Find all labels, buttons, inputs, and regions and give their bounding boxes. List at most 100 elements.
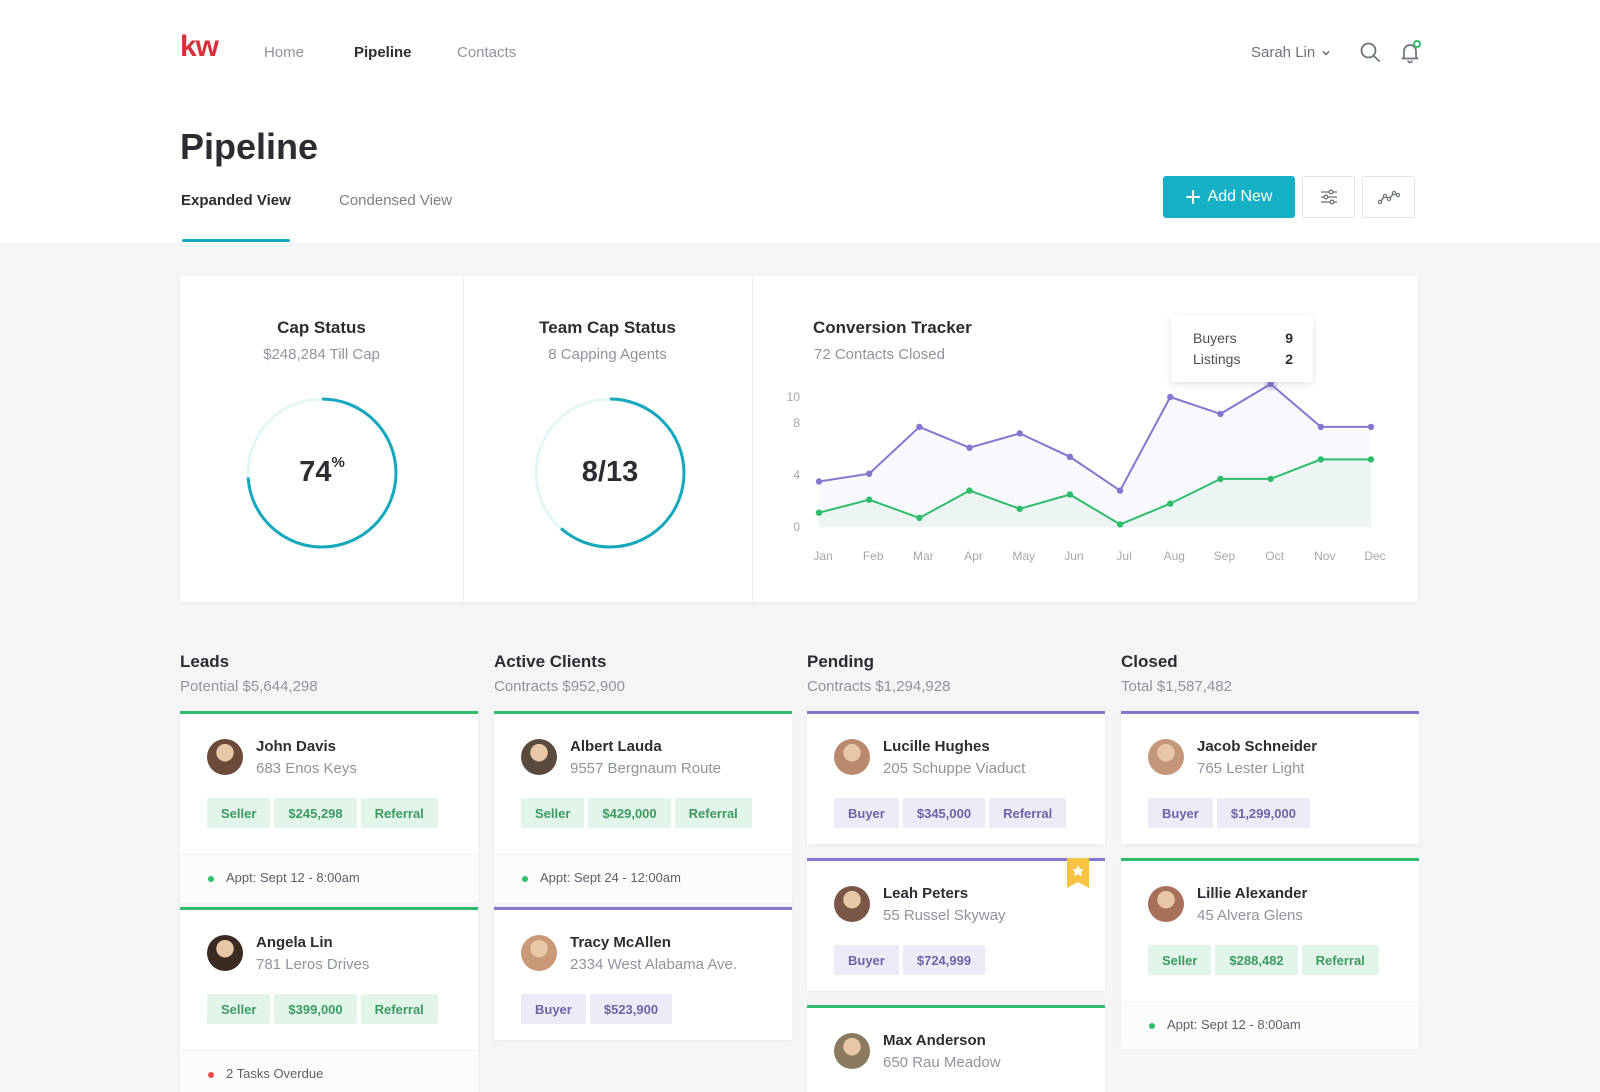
avatar[interactable] — [207, 935, 243, 971]
contact-name[interactable]: Lillie Alexander — [1197, 885, 1308, 902]
cap-status-subtitle: $248,284 Till Cap — [263, 346, 380, 363]
contact-card[interactable]: Lucille Hughes 205 Schuppe Viaduct Buyer $3… — [807, 711, 1105, 844]
contact-name[interactable]: Angela Lin — [256, 934, 333, 951]
cap-percent: 74 — [299, 456, 332, 488]
contact-address: 683 Enos Keys — [256, 760, 357, 777]
contact-card[interactable]: Max Anderson 650 Rau Meadow — [807, 1005, 1105, 1092]
buyers-point — [1066, 453, 1074, 460]
avatar[interactable] — [521, 739, 557, 775]
tag: Buyer — [1148, 798, 1213, 828]
avatar[interactable] — [834, 1033, 870, 1069]
contact-card[interactable]: Lillie Alexander 45 Alvera Glens Seller $28… — [1121, 858, 1419, 1049]
avatar[interactable] — [834, 886, 870, 922]
tooltip-listings-label: Listings — [1193, 351, 1241, 367]
buyers-point — [1116, 487, 1124, 494]
tag-list: Buyer $523,900 — [521, 994, 673, 1024]
buyers-point — [1317, 423, 1325, 431]
card-footer: Appt: Sept 12 - 8:00am — [180, 854, 478, 902]
conversion-tracker-subtitle: 72 Contacts Closed — [814, 346, 945, 363]
tag: Buyer — [834, 798, 899, 828]
x-tick-label: Dec — [1364, 549, 1385, 563]
tag: $399,000 — [274, 994, 357, 1024]
buyers-area — [819, 384, 1371, 527]
buyers-point — [966, 444, 973, 451]
tag: $345,000 — [902, 798, 986, 828]
tag: $429,000 — [588, 798, 671, 828]
contact-card[interactable]: Jacob Schneider 765 Lester Light Buyer $1,2… — [1121, 711, 1419, 844]
notification-dot — [1413, 40, 1421, 48]
listings-point — [1217, 475, 1224, 483]
tag: Referral — [989, 798, 1067, 828]
tag-list: Buyer $345,000 Referral — [834, 798, 1067, 828]
bell-icon[interactable] — [1398, 40, 1422, 64]
avatar[interactable] — [834, 739, 870, 775]
tag: Seller — [1148, 945, 1212, 975]
listings-point — [1317, 456, 1325, 463]
column-title: Active Clients — [494, 652, 607, 671]
search-icon[interactable] — [1358, 40, 1382, 64]
contact-card[interactable]: Tracy McAllen 2334 West Alabama Ave. Buyer… — [494, 907, 792, 1040]
contact-card[interactable]: Leah Peters 55 Russel Skyway Buyer $724,999 — [807, 858, 1105, 991]
contact-name[interactable]: Jacob Schneider — [1197, 738, 1318, 755]
buyers-point — [815, 478, 823, 485]
plus-icon — [1185, 190, 1200, 204]
x-tick-label: Feb — [863, 549, 884, 563]
nav-pipeline[interactable]: Pipeline — [354, 44, 412, 61]
line-chart-icon — [1377, 190, 1400, 205]
contact-name[interactable]: Tracy McAllen — [570, 934, 671, 951]
card-footer: 2 Tasks Overdue — [180, 1050, 478, 1092]
cap-status-ring — [246, 397, 398, 549]
contact-name[interactable]: Leah Peters — [883, 885, 969, 902]
listings-point — [1016, 505, 1023, 512]
buyers-point — [916, 423, 923, 431]
user-menu[interactable]: Sarah Lin — [1251, 44, 1331, 61]
buyers-point — [1367, 423, 1375, 431]
contact-address: 9557 Bergnaum Route — [570, 760, 721, 777]
listings-point — [865, 496, 873, 503]
x-tick-label: Aug — [1164, 549, 1185, 563]
analytics-button[interactable] — [1362, 176, 1415, 218]
tab-expanded-view[interactable]: Expanded View — [181, 192, 291, 209]
listings-point — [815, 509, 823, 516]
avatar[interactable] — [1148, 886, 1184, 922]
avatar[interactable] — [207, 739, 243, 775]
cap-percent-unit: % — [331, 454, 345, 471]
contact-address: 765 Lester Light — [1197, 760, 1305, 777]
tooltip-buyers-value: 9 — [1285, 330, 1293, 346]
tag: Referral — [674, 798, 752, 828]
tag: Referral — [360, 994, 438, 1024]
buyers-point — [1267, 380, 1274, 388]
card-footer: Appt: Sept 24 - 12:00am — [494, 854, 792, 902]
kw-logo[interactable]: kw — [180, 30, 219, 63]
contact-name[interactable]: Lucille Hughes — [883, 738, 990, 755]
add-new-button[interactable]: Add New — [1163, 176, 1295, 218]
nav-contacts[interactable]: Contacts — [457, 44, 517, 61]
tag: Seller — [207, 798, 271, 828]
x-tick-label: Apr — [964, 549, 983, 563]
contact-card[interactable]: Angela Lin 781 Leros Drives Seller $399,000… — [180, 907, 478, 1092]
star-bookmark-icon[interactable] — [1067, 858, 1089, 888]
contact-name[interactable]: John Davis — [256, 738, 337, 755]
top-navigation: kw Home Pipeline Contacts Sarah Lin — [0, 0, 1600, 104]
listings-area — [819, 459, 1371, 527]
contact-address: 55 Russel Skyway — [883, 907, 1006, 924]
x-tick-label: May — [1012, 549, 1035, 563]
team-cap-value: 8/13 — [581, 456, 639, 488]
x-tick-label: Sep — [1214, 549, 1236, 563]
footer-text: Appt: Sept 12 - 8:00am — [226, 870, 360, 885]
nav-home[interactable]: Home — [264, 44, 305, 61]
contact-card[interactable]: John Davis 683 Enos Keys Seller $245,298 Ref… — [180, 711, 478, 902]
listings-point — [1367, 456, 1375, 463]
contact-name[interactable]: Max Anderson — [883, 1032, 986, 1049]
column-title: Leads — [180, 652, 230, 671]
contact-card[interactable]: Albert Lauda 9557 Bergnaum Route Seller $42… — [494, 711, 792, 902]
listings-point — [1116, 521, 1124, 528]
contact-name[interactable]: Albert Lauda — [570, 738, 662, 755]
filter-button[interactable] — [1302, 176, 1355, 218]
sliders-icon — [1320, 189, 1337, 205]
avatar[interactable] — [521, 935, 557, 971]
column-subtitle: Contracts $1,294,928 — [807, 678, 951, 695]
tab-condensed-view[interactable]: Condensed View — [339, 192, 453, 209]
avatar[interactable] — [1148, 739, 1184, 775]
footer-text: Appt: Sept 12 - 8:00am — [1167, 1017, 1301, 1032]
